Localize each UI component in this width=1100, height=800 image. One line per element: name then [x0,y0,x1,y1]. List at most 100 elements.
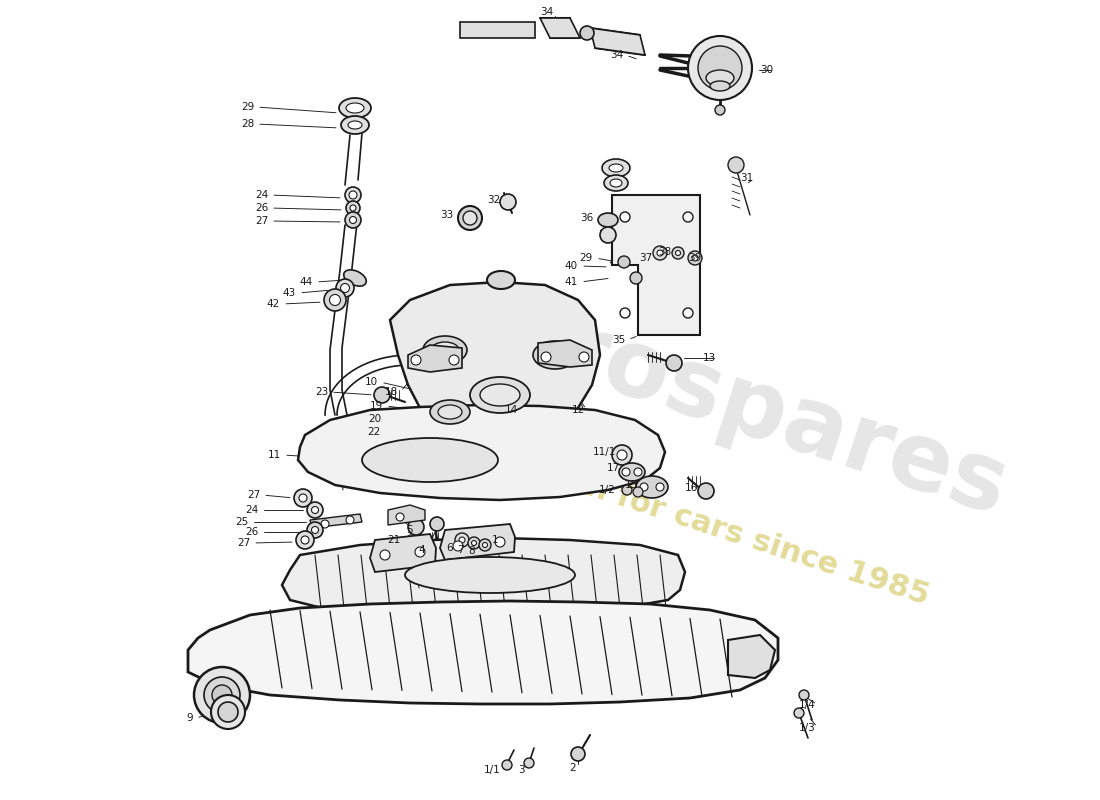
Polygon shape [440,524,515,560]
Text: 22: 22 [366,427,379,437]
Circle shape [688,251,702,265]
Circle shape [600,227,616,243]
Text: 8: 8 [469,546,475,556]
Circle shape [541,352,551,362]
Text: 39: 39 [688,253,701,263]
Text: 32: 32 [486,195,500,205]
Text: 25: 25 [234,517,248,527]
Circle shape [653,246,667,260]
Ellipse shape [598,213,618,227]
Text: 11: 11 [267,450,280,460]
Circle shape [692,255,698,261]
Text: 40: 40 [565,261,578,271]
Polygon shape [282,538,685,616]
Ellipse shape [604,175,628,191]
Text: 24: 24 [244,505,258,515]
Text: 14: 14 [505,405,518,415]
Circle shape [794,708,804,718]
Circle shape [571,747,585,761]
Text: 27: 27 [246,490,260,500]
Circle shape [580,26,594,40]
Circle shape [728,157,744,173]
Ellipse shape [609,164,623,172]
Polygon shape [612,195,700,335]
Text: 16: 16 [684,483,699,493]
Circle shape [411,355,421,365]
Circle shape [621,468,630,476]
Polygon shape [390,282,600,435]
Circle shape [408,519,424,535]
Circle shape [350,217,356,223]
Circle shape [459,537,465,543]
Circle shape [495,537,505,547]
Ellipse shape [710,81,730,91]
Circle shape [449,355,459,365]
Text: 35: 35 [612,335,625,345]
Circle shape [620,308,630,318]
Ellipse shape [487,271,515,289]
Circle shape [374,387,390,403]
Circle shape [683,308,693,318]
Text: 6: 6 [447,543,453,553]
Circle shape [296,531,314,549]
Polygon shape [310,514,362,528]
Circle shape [630,272,642,284]
Circle shape [672,247,684,259]
Polygon shape [538,340,592,367]
Circle shape [311,526,319,534]
Text: 21: 21 [387,535,402,545]
Text: 5: 5 [406,525,412,535]
Circle shape [350,205,356,211]
Text: 29: 29 [580,253,593,263]
Text: 28: 28 [241,119,254,129]
Circle shape [666,355,682,371]
Circle shape [458,206,482,230]
Circle shape [346,516,354,524]
Circle shape [698,46,742,90]
Ellipse shape [346,103,364,113]
Ellipse shape [610,179,621,187]
Text: 23: 23 [315,387,328,397]
Text: 3: 3 [518,765,525,775]
Ellipse shape [534,341,578,369]
Circle shape [218,702,238,722]
Circle shape [307,502,323,518]
Text: 27: 27 [236,538,250,548]
Text: 29: 29 [241,102,254,112]
Circle shape [715,105,725,115]
Text: 38: 38 [658,247,671,257]
Circle shape [204,677,240,713]
Circle shape [463,211,477,225]
Ellipse shape [424,336,468,364]
Polygon shape [188,601,778,704]
Text: 20: 20 [367,414,381,424]
Ellipse shape [348,121,362,129]
Circle shape [468,537,480,549]
Text: 17: 17 [607,463,620,473]
Polygon shape [370,534,436,572]
Circle shape [321,520,329,528]
Circle shape [657,250,663,256]
Text: a passion for cars since 1985: a passion for cars since 1985 [448,429,933,611]
Ellipse shape [619,463,645,481]
Ellipse shape [706,70,734,86]
Circle shape [502,760,512,770]
Circle shape [683,212,693,222]
Circle shape [640,483,648,491]
Circle shape [336,279,354,297]
Circle shape [415,547,425,557]
Text: 13: 13 [703,353,716,363]
Circle shape [524,758,534,768]
Polygon shape [590,28,645,55]
Text: 36: 36 [580,213,593,223]
Circle shape [324,289,346,311]
Text: 11/1: 11/1 [593,447,616,457]
Text: 24: 24 [255,190,268,200]
Text: 44: 44 [299,277,314,287]
Text: 1/1: 1/1 [484,765,500,775]
Ellipse shape [470,377,530,413]
Circle shape [212,685,232,705]
Text: 1/4: 1/4 [800,700,816,710]
Ellipse shape [541,347,569,363]
Text: 33: 33 [440,210,453,220]
